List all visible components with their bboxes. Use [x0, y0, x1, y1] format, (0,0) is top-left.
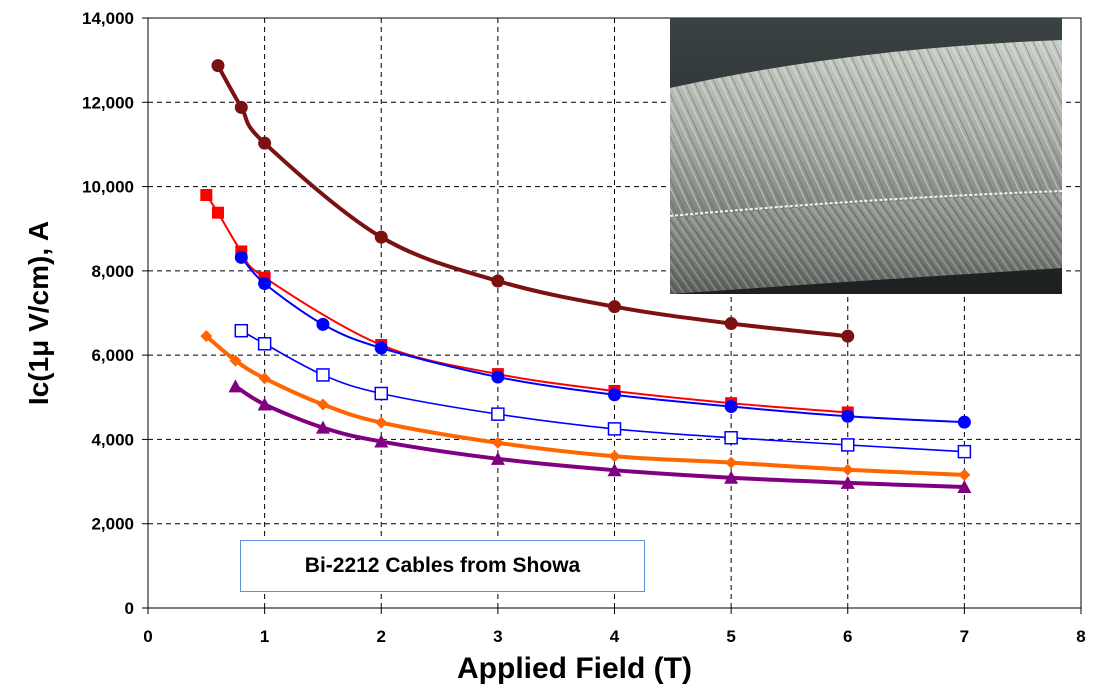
data-point: [841, 330, 854, 343]
x-axis-title: Applied Field (T): [457, 652, 692, 685]
annotation-text: Bi-2212 Cables from Showa: [305, 554, 580, 578]
data-point: [725, 400, 738, 413]
data-point: [375, 341, 388, 354]
data-point: [235, 325, 247, 337]
data-point: [492, 408, 504, 420]
y-tick-label: 2,000: [91, 515, 134, 534]
data-point: [258, 277, 271, 290]
x-tick-label: 4: [610, 627, 620, 646]
data-point: [491, 371, 504, 384]
data-point: [317, 369, 329, 381]
y-axis-title: Ic(1μ V/cm), A: [23, 221, 54, 405]
y-tick-label: 10,000: [82, 178, 134, 197]
annotation-box: Bi-2212 Cables from Showa: [240, 540, 645, 592]
y-tick-label: 12,000: [82, 93, 134, 112]
y-tick-label: 8,000: [91, 262, 134, 281]
data-point: [212, 207, 224, 219]
data-point: [375, 387, 387, 399]
data-point: [235, 251, 248, 264]
data-point: [235, 101, 248, 114]
x-tick-label: 3: [493, 627, 502, 646]
y-tick-label: 14,000: [82, 9, 134, 28]
y-tick-label: 0: [125, 599, 134, 618]
x-tick-label: 0: [143, 627, 152, 646]
x-tick-label: 6: [843, 627, 852, 646]
data-point: [259, 338, 271, 350]
data-point: [842, 439, 854, 451]
data-point: [491, 274, 504, 287]
x-tick-label: 5: [726, 627, 735, 646]
data-point: [200, 189, 212, 201]
data-point: [725, 317, 738, 330]
data-point: [958, 446, 970, 458]
data-point: [316, 318, 329, 331]
data-point: [375, 231, 388, 244]
data-point: [841, 410, 854, 423]
data-point: [608, 300, 621, 313]
y-tick-label: 4,000: [91, 430, 134, 449]
x-tick-label: 7: [960, 627, 969, 646]
cable-photo: [670, 18, 1062, 294]
data-point: [609, 423, 621, 435]
data-point: [211, 59, 224, 72]
data-point: [608, 388, 621, 401]
x-tick-label: 2: [377, 627, 386, 646]
data-point: [725, 432, 737, 444]
x-tick-label: 1: [260, 627, 269, 646]
data-point: [258, 137, 271, 150]
data-point: [958, 416, 971, 429]
x-tick-label: 8: [1076, 627, 1085, 646]
cable-photo-image: [670, 18, 1062, 294]
y-tick-label: 6,000: [91, 346, 134, 365]
